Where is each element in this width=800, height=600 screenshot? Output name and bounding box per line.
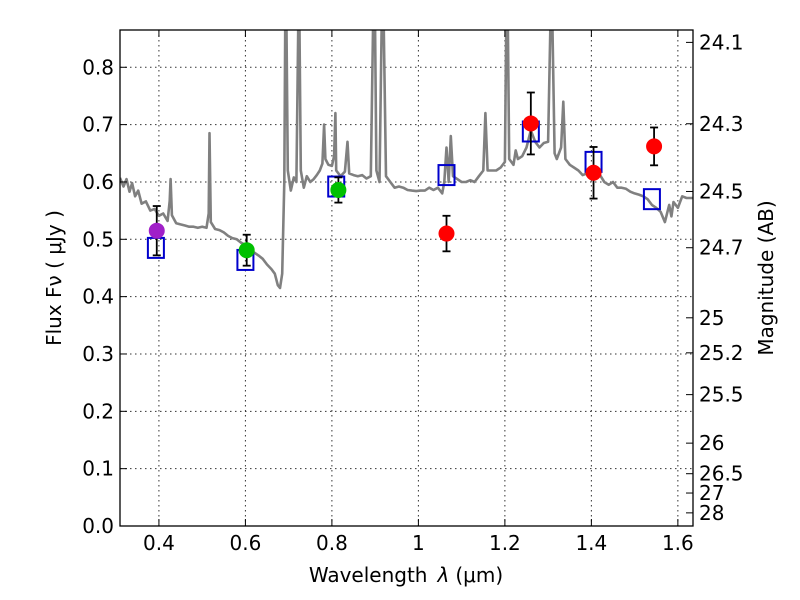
y-tick-label: 0.2: [82, 399, 114, 423]
model-box: [642, 188, 661, 211]
x-tick-label: 1.6: [662, 531, 694, 555]
observed-point: [148, 222, 165, 239]
x-tick-label: 1.4: [575, 531, 607, 555]
y-tick-label: 0.8: [82, 55, 114, 79]
ticks: [120, 30, 693, 527]
x-tick-label: 0.4: [143, 531, 175, 555]
observed-point: [438, 225, 455, 242]
y-tick-label: 0.7: [82, 113, 114, 137]
mag-tick-label: 24.7: [699, 236, 744, 260]
observed-photometry-points: [148, 115, 663, 259]
mag-tick-label: 24.1: [699, 30, 744, 54]
y-tick-label: 0.6: [82, 170, 114, 194]
observed-point: [522, 115, 539, 132]
y-axis-title-left: Flux Fν ( μJy ): [42, 210, 66, 346]
mag-tick-label: 27: [699, 481, 724, 505]
plot-frame: [119, 29, 694, 527]
model-box: [437, 164, 456, 187]
y-tick-label: 0.5: [82, 227, 114, 251]
y-tick-label: 0.4: [82, 285, 114, 309]
mag-tick-label: 25: [699, 306, 724, 330]
sed-model-spectrum: [120, 30, 693, 290]
tick-labels: 0.4 0.6 0.8 1 1.2 1.4 1.6 0.0 0.1 0.2 0.3 0.4 0.5 0.6…: [82, 30, 743, 555]
mag-tick-label: 26.5: [699, 462, 744, 486]
observed-point: [585, 164, 602, 181]
mag-tick-label: 25.2: [699, 341, 744, 365]
y-tick-label: 0.3: [82, 342, 114, 366]
observed-point: [238, 242, 255, 259]
mag-tick-label: 28: [699, 501, 724, 525]
y-tick-label: 0.1: [82, 457, 114, 481]
observed-point: [646, 138, 663, 155]
x-tick-label: 0.8: [316, 531, 348, 555]
mag-tick-label: 26: [699, 431, 724, 455]
y-tick-label: 0.0: [82, 514, 114, 538]
model-photometry-boxes: [146, 120, 661, 271]
grid: [120, 30, 693, 527]
sed-curve: [120, 30, 693, 290]
mag-tick-label: 25.5: [699, 383, 744, 407]
observed-point: [330, 181, 347, 198]
mag-tick-label: 24.3: [699, 112, 744, 136]
x-axis-title: Wavelength λ (μm): [309, 563, 503, 587]
y-axis-title-right: Magnitude (AB): [754, 200, 778, 355]
x-tick-label: 1: [412, 531, 425, 555]
mag-tick-label: 24.5: [699, 179, 744, 203]
x-tick-label: 1.2: [489, 531, 521, 555]
x-tick-label: 0.6: [230, 531, 262, 555]
